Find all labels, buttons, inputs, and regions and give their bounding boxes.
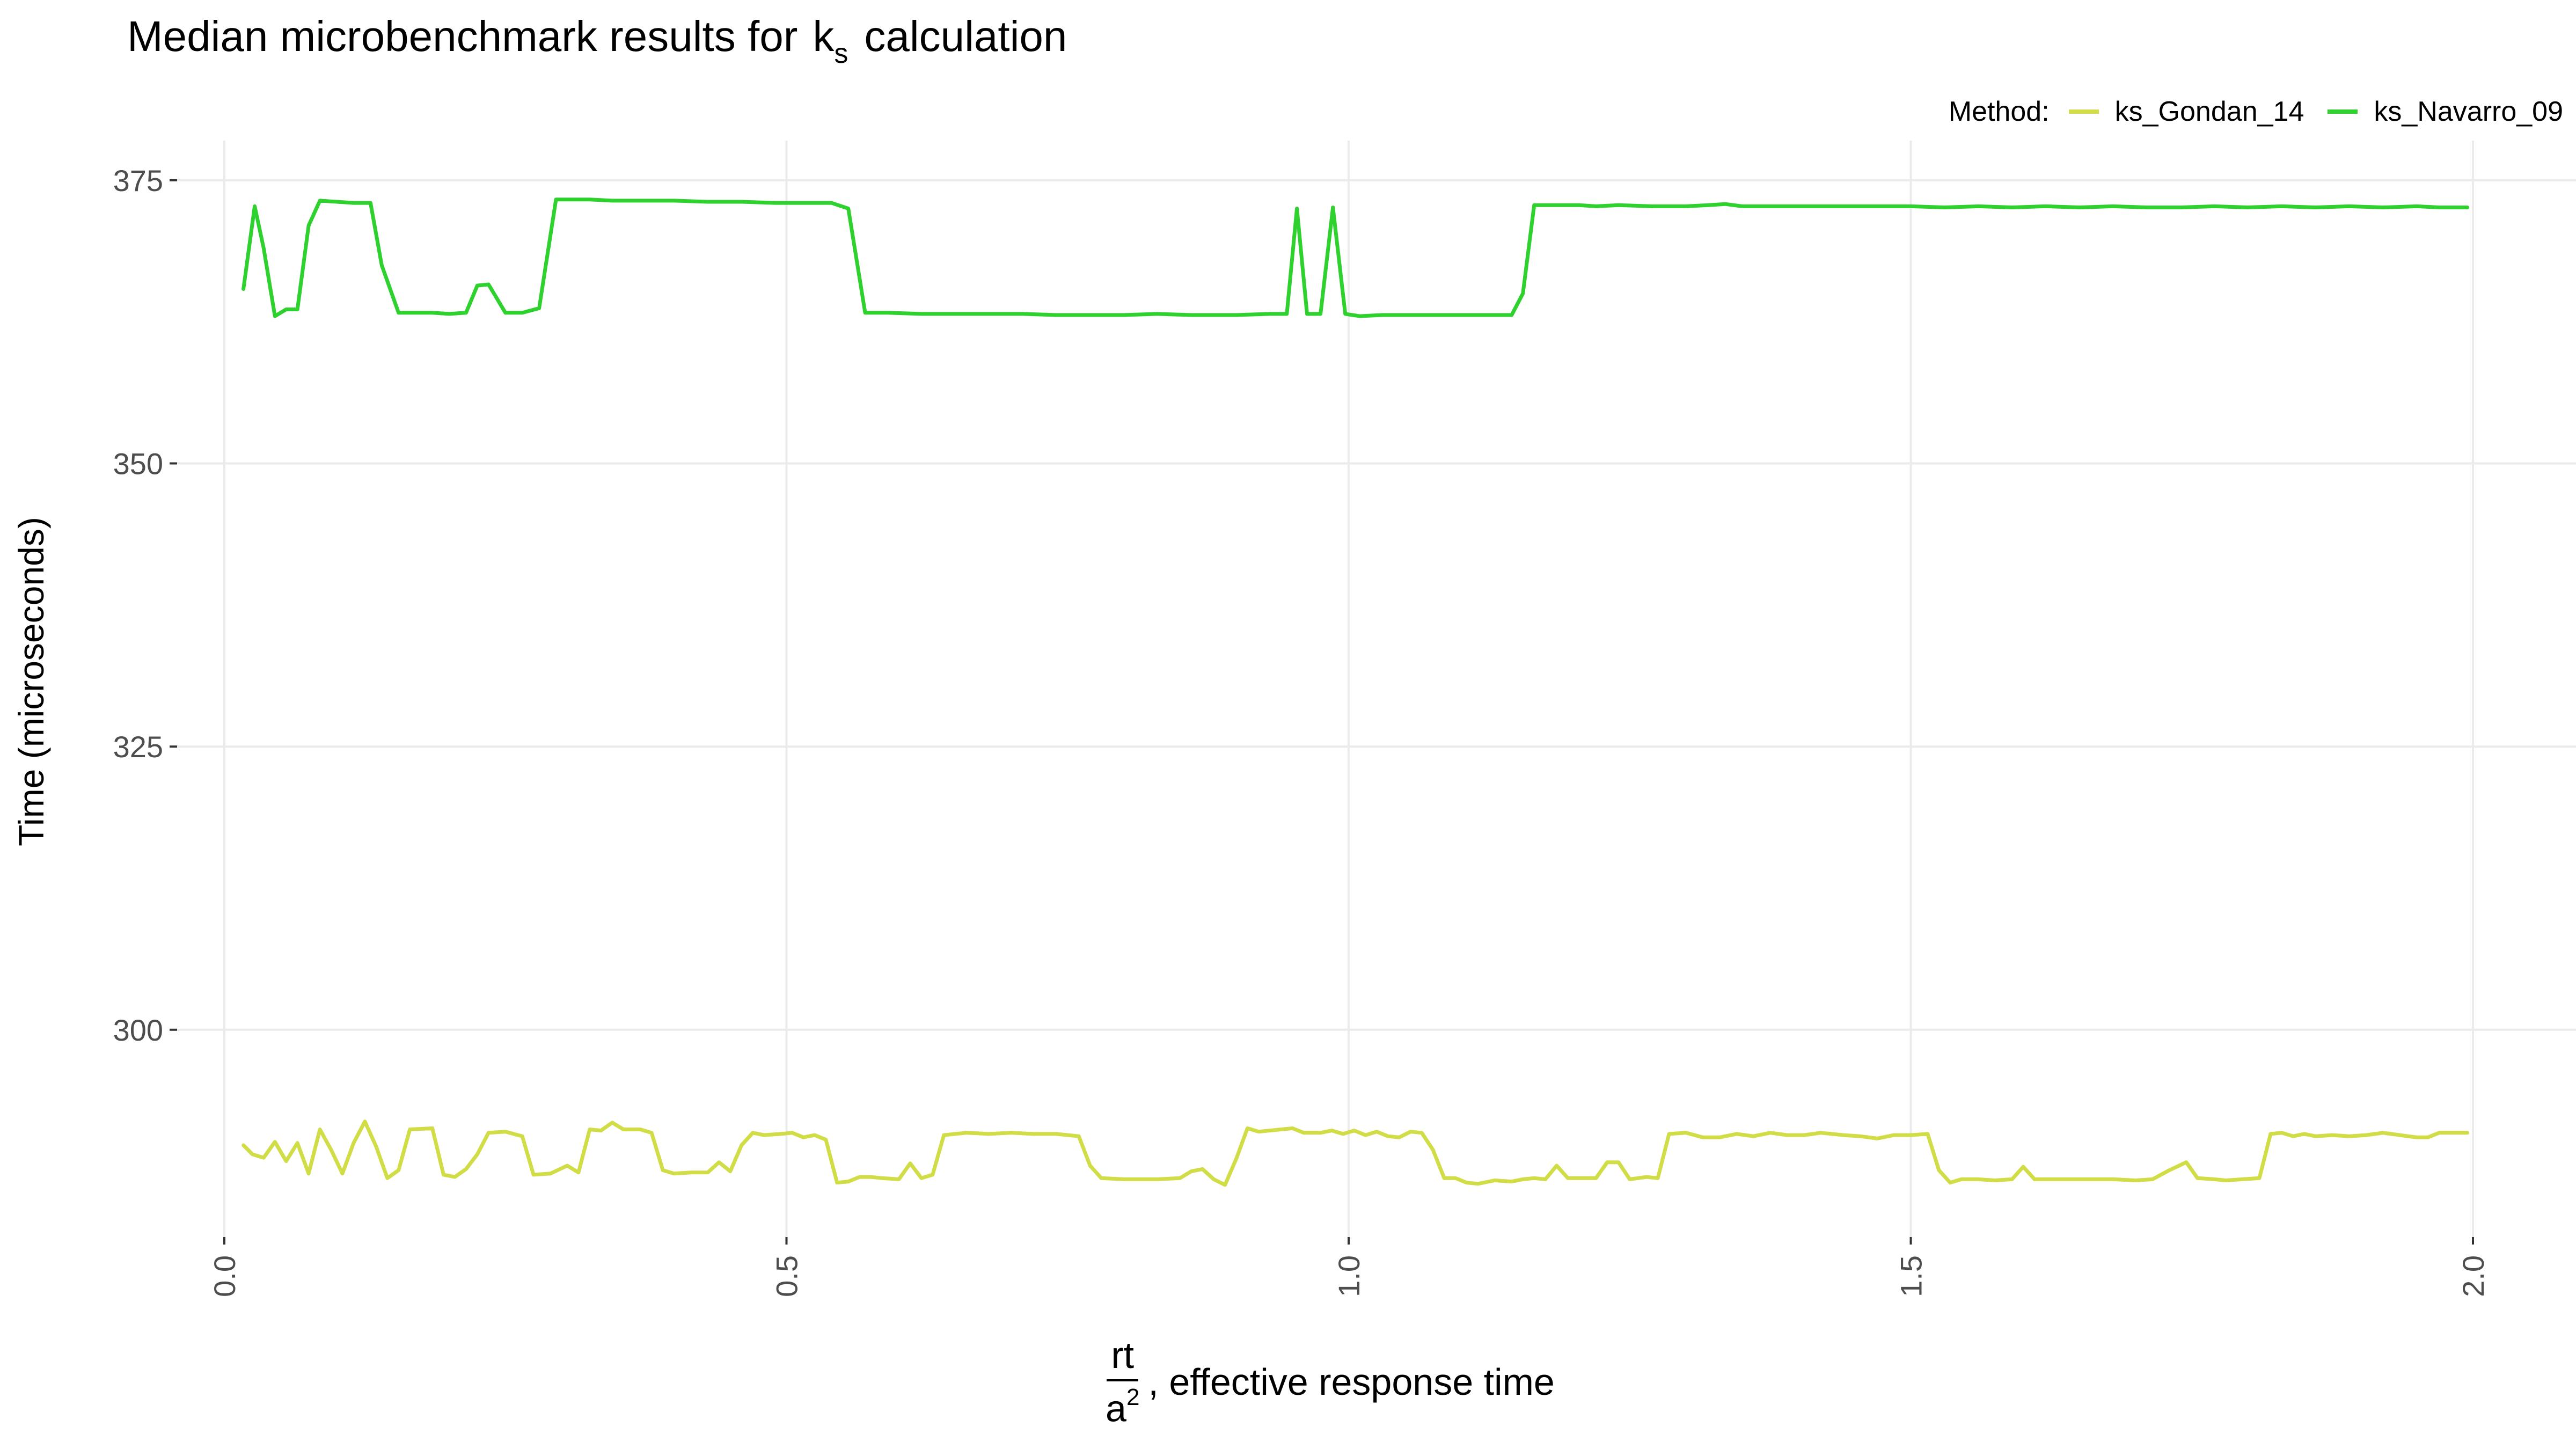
title-suffix: calculation [864, 12, 1067, 60]
legend-item-ks-navarro-09: ks_Navarro_09 [2328, 96, 2563, 128]
y-tick-label: 375 [113, 164, 163, 197]
legend-key-ks-gondan-14 [2068, 109, 2099, 114]
title-prefix: Median microbenchmark results for [127, 12, 798, 60]
legend-label-ks-navarro-09: ks_Navarro_09 [2374, 96, 2563, 127]
title-symbol-subscript: s [834, 38, 848, 69]
y-tick-label: 350 [113, 447, 163, 481]
legend: Method: ks_Gondan_14 ks_Navarro_09 [1949, 90, 2563, 133]
y-axis-label: Time (microseconds) [11, 517, 51, 846]
legend-key-ks-navarro-09 [2328, 109, 2358, 114]
y-axis-ticks: 300 325 350 375 [113, 164, 177, 1047]
x-axis-denominator-base: a [1106, 1387, 1126, 1430]
x-axis-numerator: rt [1107, 1336, 1139, 1381]
x-tick-label: 1.0 [1332, 1255, 1366, 1297]
chart-title: Median microbenchmark results for ks calcu… [127, 12, 1067, 69]
x-axis-denominator-exponent: 2 [1126, 1384, 1140, 1410]
legend-item-ks-gondan-14: ks_Gondan_14 [2068, 96, 2304, 128]
legend-label-ks-gondan-14: ks_Gondan_14 [2114, 96, 2304, 127]
y-tick-label: 325 [113, 730, 163, 764]
x-axis-fraction: rt a2 [1106, 1336, 1139, 1427]
grid [177, 141, 2576, 1237]
x-tick-label: 0.5 [770, 1255, 804, 1297]
x-axis-ticks: 0.0 0.5 1.0 1.5 2.0 [208, 1237, 2490, 1297]
x-tick-label: 0.0 [208, 1255, 241, 1297]
title-symbol: k [813, 12, 835, 60]
x-tick-label: 1.5 [1894, 1255, 1928, 1297]
series-line-ks-navarro-09 [241, 197, 2469, 318]
x-tick-label: 2.0 [2456, 1255, 2490, 1297]
x-axis-label: rt a2 , effective response time [1106, 1336, 1555, 1427]
y-tick-label: 300 [113, 1013, 163, 1047]
series-lines [241, 197, 2469, 1187]
x-axis-denominator: a2 [1106, 1381, 1140, 1430]
legend-title: Method: [1948, 96, 2050, 127]
x-axis-suffix: , effective response time [1148, 1360, 1555, 1403]
series-line-ks-gondan-14 [241, 1119, 2469, 1187]
